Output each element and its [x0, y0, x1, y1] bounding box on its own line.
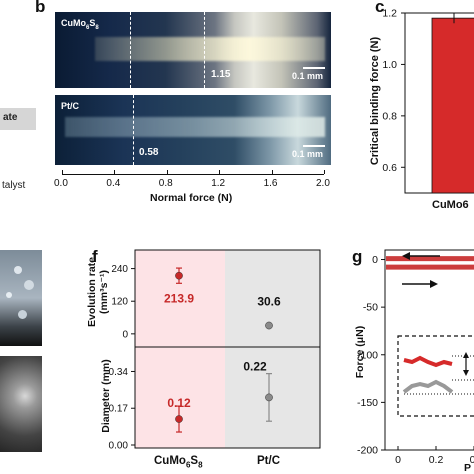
micrograph-cumo: CuMo6S8 1.15 0.1 mm — [55, 12, 331, 88]
micrograph-cumo-scalebar — [303, 67, 325, 69]
panel-f-frame — [134, 249, 321, 449]
panel-f-xlabel-cumo: CuMo6S8 — [154, 455, 203, 470]
panel-b-tick-label: 1.6 — [263, 178, 278, 189]
panel-f-bottom-marks: 0.000.170.340.120.22 — [109, 359, 273, 452]
micrograph-ptc-value: 0.58 — [139, 147, 159, 158]
micrograph-ptc-scalebar — [303, 145, 325, 147]
micrograph-ptc-scale-text: 0.1 mm — [292, 149, 324, 159]
panel-b-tick — [166, 170, 168, 174]
micrograph-ptc: Pt/C 0.58 0.1 mm — [55, 95, 331, 165]
panel-f-letter: f — [92, 247, 98, 266]
panel-f-bottom-value-label: 0.22 — [243, 359, 267, 373]
panel-f-top-ytick-label: 0 — [122, 329, 128, 340]
micrograph-cumo-dash-1 — [130, 12, 131, 88]
panel-b-tick — [324, 170, 325, 174]
panel-f-bg-ptc — [225, 250, 320, 448]
panel-f-bottom-point — [175, 415, 183, 423]
panel-g-xtick-label: 0.2 — [429, 454, 444, 466]
panel-c-ylabel: Critical binding force (N) — [369, 36, 381, 166]
panel-b-tick-label: 1.2 — [211, 178, 226, 189]
panel-b-tick-label: 0.0 — [54, 178, 68, 189]
panel-g-ytick-label: 0 — [372, 254, 378, 266]
panel-g-ytick-label: -200 — [357, 445, 378, 457]
panel-b-axis-line — [62, 174, 324, 175]
panel-g-series — [386, 256, 474, 270]
micrograph-ptc-label: Pt/C — [61, 101, 79, 111]
panel-g-arrowhead-right — [430, 280, 438, 288]
left-label-fragment-box — [0, 108, 36, 130]
panel-c-ytick-label: 1.2 — [382, 8, 397, 20]
panel-g-inset — [397, 335, 474, 417]
panel-g-xtick-label: 0 — [395, 454, 401, 466]
panel-c-ytick-label: 0.6 — [382, 162, 397, 174]
panel-g-arrowhead-left — [402, 252, 410, 260]
panel-b-tick-label: 2.0 — [316, 178, 330, 189]
panel-c-ytick-label: 1.0 — [382, 59, 397, 71]
bubble-photo-bottom — [0, 356, 42, 452]
panel-b-xlabel: Normal force (N) — [150, 192, 233, 204]
panel-b-tick — [114, 170, 116, 174]
panel-b-tick-label: 0.4 — [106, 178, 121, 189]
panel-g-xlabel: P — [464, 462, 472, 474]
panel-g-inset-arrowhead-down — [463, 370, 469, 376]
panel-g-letter: g — [352, 247, 363, 266]
panel-b-letter: b — [35, 0, 46, 16]
panel-c-bar-cumo — [431, 17, 474, 194]
panel-f-bg-cumo — [135, 250, 225, 448]
panel-b-tick-label: 0.8 — [158, 178, 173, 189]
panel-c-yticks: 0.6 0.8 1.0 1.2 — [382, 8, 405, 174]
panel-b-tick — [271, 170, 273, 174]
panel-b-tick — [62, 170, 63, 174]
panel-f-top-ytick-label: 240 — [111, 264, 128, 275]
panel-c-ytick-label: 0.8 — [382, 110, 397, 122]
panel-g-xticks: 00.20. — [395, 446, 474, 466]
panel-g-inset-arrowhead-up — [463, 352, 469, 358]
panel-f-top-marks: 0 120 240 213.9 30.6 — [111, 264, 281, 340]
micrograph-cumo-scale-text: 0.1 mm — [292, 71, 324, 81]
left-label-fragment-1: ate — [3, 112, 18, 123]
micrograph-ptc-dash — [133, 95, 134, 165]
panel-f-xlabel-ptc: Pt/C — [257, 455, 280, 467]
left-label-fragment-2: talyst — [2, 180, 26, 191]
panel-f-bottom-point — [265, 393, 273, 402]
panel-g-ylabel: Force (μN) — [354, 325, 366, 379]
micrograph-cumo-label: CuMo6S8 — [61, 18, 99, 31]
panel-b-tick — [219, 170, 221, 174]
micrograph-cumo-dash-2 — [204, 12, 205, 88]
panel-f-top-ytick-label: 120 — [111, 297, 128, 308]
panel-f-bottom-ylabel: Diameter (mm) — [100, 359, 112, 433]
bubble-photo-top — [0, 250, 42, 346]
panel-f-top-point — [265, 321, 273, 330]
panel-f-top-point — [175, 271, 183, 280]
panel-g-inset-gray — [402, 379, 454, 394]
panel-f-top-value-label: 30.6 — [257, 295, 281, 309]
panel-g-inset-red — [403, 355, 453, 368]
panel-g-frame — [384, 249, 474, 451]
panel-c-letter: c — [375, 0, 385, 16]
panel-f-top-value-label: 213.9 — [164, 292, 194, 306]
panel-f-bottom-value-label: 0.12 — [167, 396, 191, 410]
panel-c-category-label: CuMo6 — [432, 199, 469, 211]
panel-c-plot-frame — [404, 12, 474, 194]
micrograph-cumo-value: 1.15 — [211, 69, 231, 80]
panel-f-top-ylabel: Evolution rate (mm³s⁻¹) — [86, 257, 110, 328]
